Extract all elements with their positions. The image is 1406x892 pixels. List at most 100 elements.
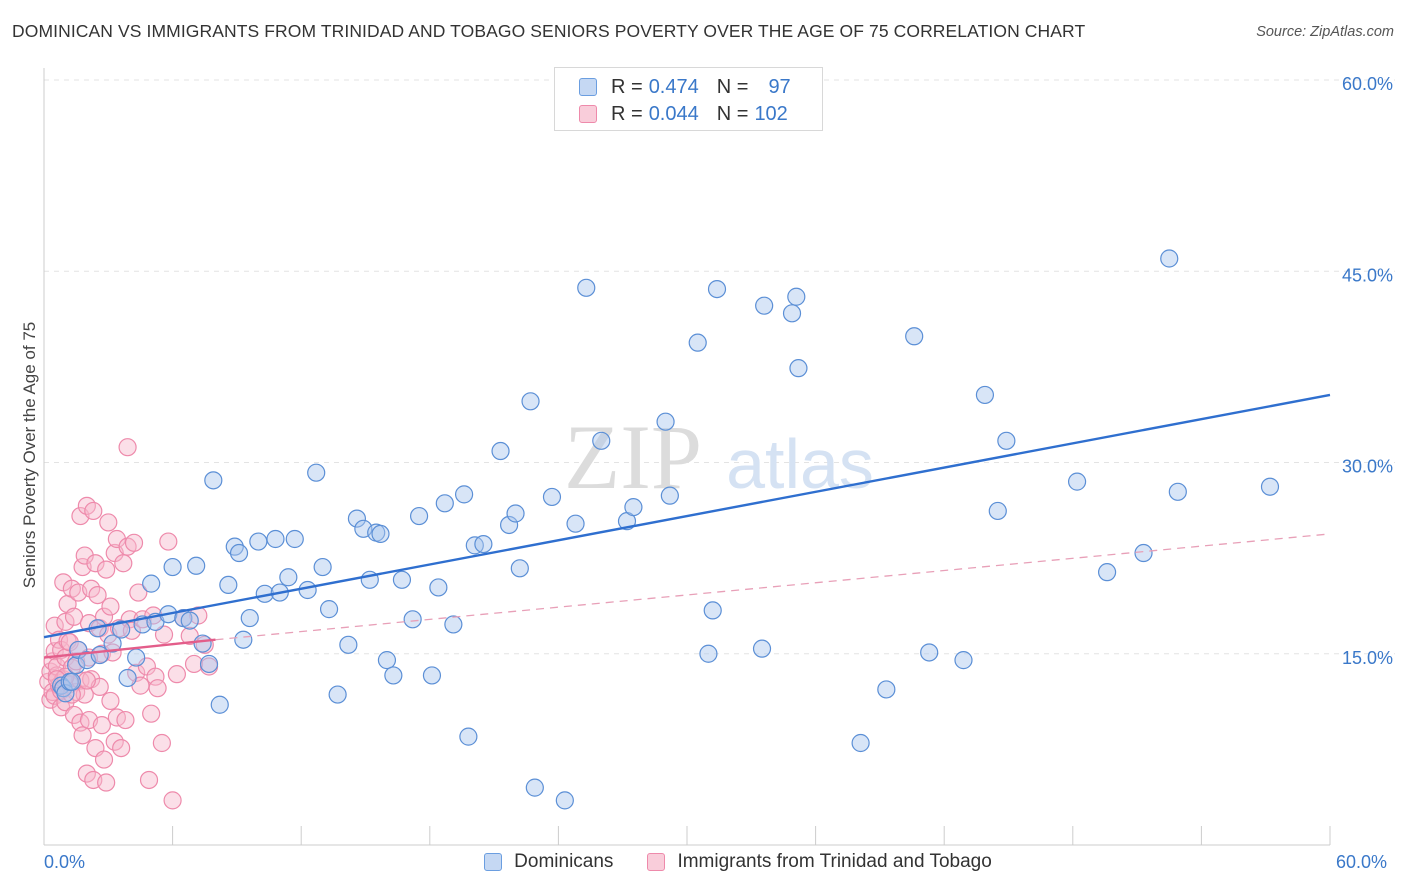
- trinidad-point: [97, 560, 116, 579]
- dominican-point: [521, 392, 540, 411]
- x-tick-label-max: 60.0%: [1336, 852, 1388, 872]
- y-tick-labels: 15.0% 30.0% 45.0% 60.0%: [1342, 74, 1393, 668]
- trinidad-point: [101, 691, 120, 711]
- dominican-point: [988, 501, 1007, 521]
- series-dominicans: [52, 249, 1280, 810]
- dominican-point: [307, 463, 326, 482]
- trinidad-point: [112, 738, 131, 758]
- dominican-point: [1260, 477, 1280, 496]
- dominican-point: [193, 634, 212, 653]
- dominican-point: [279, 568, 298, 587]
- dominican-point: [592, 431, 611, 450]
- dominican-point: [319, 600, 339, 619]
- dominican-point: [624, 498, 643, 517]
- dominican-point: [328, 685, 347, 704]
- dominican-point: [688, 333, 707, 352]
- trinidad-point: [139, 770, 159, 790]
- dominican-point: [1097, 563, 1117, 582]
- trinidad-point: [101, 597, 120, 616]
- dominican-point: [905, 327, 924, 346]
- dominican-point: [1160, 249, 1179, 268]
- axes: [43, 68, 1331, 846]
- y-tick-label: 45.0%: [1342, 265, 1393, 285]
- n-value: 102: [754, 102, 788, 125]
- trinidad-trend-line: [43, 638, 216, 659]
- trinidad-point: [114, 554, 133, 573]
- stats-row-trinidad: R = 0.044 N = 102: [579, 101, 788, 127]
- source-credit: Source: ZipAtlas.com: [1256, 24, 1394, 40]
- n-label: N =: [716, 75, 749, 98]
- dominican-point: [577, 278, 596, 297]
- dominican-point: [409, 506, 429, 526]
- trinidad-point: [152, 733, 171, 753]
- dominican-point: [377, 651, 397, 670]
- dominican-point: [210, 695, 229, 714]
- dominican-point: [103, 634, 122, 653]
- dominican-point: [219, 575, 238, 595]
- trinidad-point: [116, 710, 135, 730]
- dominican-trend-line: [43, 393, 1331, 639]
- trinidad-point: [92, 716, 111, 735]
- dominican-point: [392, 570, 412, 589]
- stats-legend: R = 0.474 N = 97 R = 0.044 N = 102: [554, 67, 823, 131]
- dominican-point: [920, 643, 939, 662]
- trinidad-point: [142, 704, 161, 723]
- dominican-point: [703, 601, 722, 620]
- trinidad-point: [124, 533, 144, 552]
- dominican-point: [339, 635, 358, 654]
- x-tick-label-min: 0.0%: [44, 852, 86, 872]
- dominican-point: [384, 666, 403, 685]
- dominican-point: [403, 610, 422, 629]
- dominican-point: [240, 608, 259, 628]
- dominican-point: [656, 412, 675, 431]
- trinidad-point: [163, 791, 182, 810]
- y-tick-label: 30.0%: [1342, 457, 1393, 477]
- dominican-point: [199, 654, 219, 674]
- y-tick-label: 60.0%: [1342, 74, 1393, 94]
- dominican-point: [1168, 482, 1187, 501]
- swatch-trinidad: [579, 105, 597, 123]
- stats-row-dominicans: R = 0.474 N = 97: [579, 74, 791, 100]
- dominican-point: [1067, 472, 1087, 491]
- watermark-zip: ZIP: [564, 406, 702, 508]
- trinidad-point: [118, 438, 137, 457]
- dominican-point: [752, 639, 772, 658]
- dominican-point: [500, 515, 519, 535]
- dominican-point: [954, 651, 973, 670]
- trinidad-point: [129, 583, 148, 602]
- n-label: N =: [716, 102, 749, 125]
- dominican-point: [454, 485, 474, 504]
- dominican-point: [506, 504, 525, 523]
- r-label: R =: [611, 75, 643, 98]
- dominican-point: [491, 441, 510, 461]
- legend-item-trinidad: Immigrants from Trinidad and Tobago: [647, 851, 992, 873]
- trinidad-point: [97, 773, 116, 792]
- dominican-point: [525, 778, 544, 797]
- swatch-dominicans: [579, 78, 597, 96]
- dominican-point: [755, 296, 774, 315]
- r-value: 0.474: [648, 75, 699, 98]
- dominican-point: [163, 557, 182, 577]
- dominican-point: [298, 580, 317, 600]
- dominican-point: [234, 630, 253, 649]
- watermark-atlas: atlas: [726, 425, 874, 503]
- dominican-point: [347, 509, 367, 528]
- dominican-point: [566, 514, 585, 533]
- dominican-point: [707, 280, 727, 299]
- y-tick-label: 15.0%: [1342, 648, 1393, 668]
- legend-label-dominicans: Dominicans: [514, 851, 614, 872]
- trinidad-point: [146, 667, 165, 686]
- trinidad-point: [75, 685, 94, 704]
- trinidad-point: [77, 671, 96, 690]
- trinidad-point: [148, 679, 167, 698]
- trinidad-point: [84, 501, 103, 521]
- dominican-point: [204, 471, 223, 490]
- trinidad-point: [88, 585, 107, 605]
- r-value: 0.044: [648, 102, 699, 125]
- dominican-point: [67, 656, 86, 675]
- legend-label-trinidad: Immigrants from Trinidad and Tobago: [677, 851, 992, 872]
- dominican-point: [313, 557, 332, 577]
- dominican-point: [187, 556, 206, 575]
- dominican-point: [229, 543, 249, 563]
